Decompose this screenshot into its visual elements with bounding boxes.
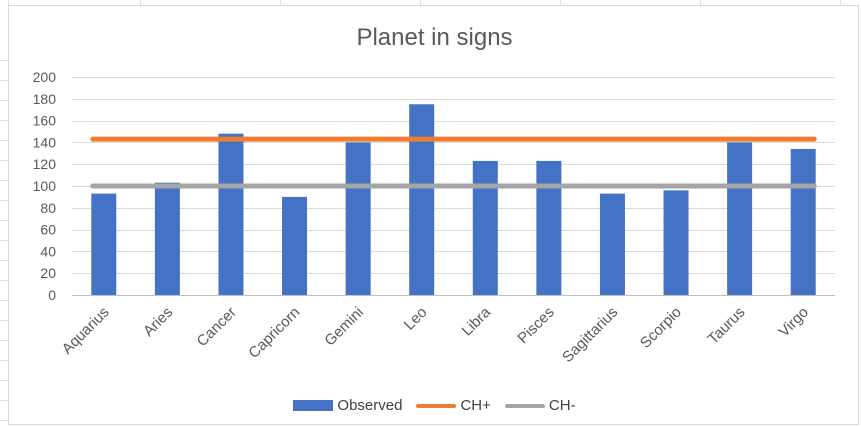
bar: [154, 182, 180, 295]
y-tick-label: 160: [33, 113, 57, 129]
legend-label: Observed: [337, 397, 403, 414]
x-tick-label: Aquarius: [59, 304, 113, 358]
y-tick-label: 80: [40, 200, 56, 216]
legend-entry: CH+: [416, 397, 491, 414]
legend-swatch: [293, 400, 334, 411]
x-tick-label: Leo: [401, 304, 431, 334]
bar: [727, 142, 753, 295]
x-tick-label: Libra: [459, 303, 495, 339]
y-tick-label: 100: [33, 178, 57, 194]
bar: [91, 193, 117, 295]
x-tick-label: Aries: [140, 304, 176, 340]
y-tick-label: 40: [40, 243, 56, 259]
y-tick-label: 60: [40, 222, 56, 238]
bar: [218, 133, 244, 295]
y-tick-label: 0: [48, 287, 56, 303]
legend-swatch: [504, 403, 545, 408]
chart-title: Planet in signs: [356, 24, 513, 51]
x-tick-label: Pisces: [514, 304, 557, 347]
x-tick-label: Capricorn: [245, 304, 303, 362]
bar: [536, 160, 562, 295]
bar: [790, 148, 816, 295]
x-tick-label: Virgo: [775, 304, 812, 341]
x-tick-label: Cancer: [194, 304, 240, 350]
plot-area: 0 20 40 60 80 100 120 140 160 180 200 Aquarius Aries…: [33, 69, 835, 366]
y-tick-label: 140: [33, 134, 57, 150]
legend: Observed CH+ CH-: [9, 397, 860, 414]
x-tick-label: Gemini: [321, 304, 367, 350]
y-tick-label: 120: [33, 156, 57, 172]
bar: [345, 142, 371, 295]
bar: [663, 190, 689, 295]
y-tick-label: 20: [40, 265, 56, 281]
legend-label: CH-: [548, 397, 576, 414]
legend-entry: CH-: [504, 397, 576, 414]
legend-swatch: [416, 403, 457, 408]
bar: [599, 193, 625, 295]
y-tick-label: 180: [33, 91, 57, 107]
x-tick-label: Scorpio: [637, 304, 685, 352]
x-tick-label: Sagittarius: [559, 304, 621, 366]
bar: [409, 104, 435, 295]
chart-area[interactable]: Planet in signs 0 20 40 60 80 100 120 140 160 180…: [8, 5, 859, 425]
y-tick-label: 200: [33, 69, 57, 85]
x-tick-label: Taurus: [705, 304, 749, 348]
legend-label: CH+: [460, 397, 491, 414]
bar: [472, 160, 498, 295]
bar: [282, 196, 308, 295]
legend-entry: Observed: [293, 397, 402, 414]
